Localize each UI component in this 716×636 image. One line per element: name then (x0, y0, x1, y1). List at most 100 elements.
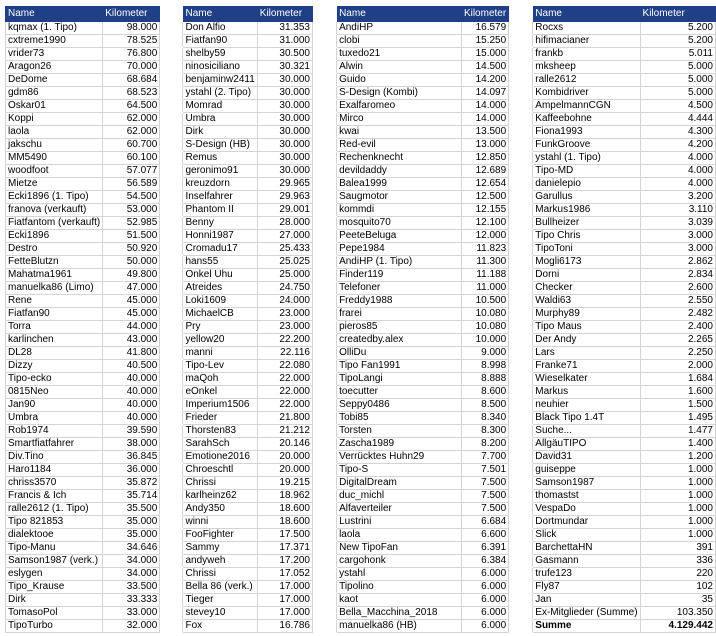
name-cell: Torsten (336, 424, 462, 438)
name-cell: AllgäuTIPO (532, 437, 641, 451)
km-cell: 18.600 (256, 502, 313, 516)
km-cell: 6.000 (460, 606, 510, 620)
km-cell: 8.340 (460, 411, 510, 425)
name-cell: guiseppe (532, 463, 641, 477)
row: Fiatfan90 45.000 MichaelCB 23.000 frarei 10.0… (4, 307, 716, 321)
name-cell: clobi (336, 34, 462, 48)
name-cell: MichaelCB (182, 307, 258, 321)
name-cell: Pry (182, 320, 258, 334)
name-cell: vrider73 (4, 47, 104, 61)
row: ralle2612 (1. Tipo) 35.500 Andy350 18.600 Al… (4, 502, 716, 516)
name-cell: frankb (532, 47, 641, 61)
spacer (159, 580, 184, 594)
spacer (159, 606, 184, 620)
name-cell: Der Andy (532, 333, 641, 347)
km-cell: 78.525 (102, 34, 161, 48)
spacer (311, 164, 338, 178)
row: jakschu 60.700 S-Design (HB) 30.000 Red-evil… (4, 138, 716, 152)
name-cell: AndiHP (1. Tipo) (336, 255, 462, 269)
name-cell: Alwin (336, 60, 462, 74)
name-cell: Dirk (182, 125, 258, 139)
spacer (159, 60, 184, 74)
spacer (159, 372, 184, 386)
name-cell: MM5490 (4, 151, 104, 165)
name-cell: Slick (532, 528, 641, 542)
km-cell: 14.200 (460, 73, 510, 87)
spacer (311, 398, 338, 412)
spacer (508, 502, 534, 516)
km-cell: 23.000 (256, 307, 313, 321)
spacer (159, 476, 184, 490)
name-cell: Seppy0486 (336, 398, 462, 412)
km-cell: 4.000 (639, 151, 716, 165)
km-cell: 35 (639, 593, 716, 607)
name-cell: Inselfahrer (182, 190, 258, 204)
name-cell: maQoh (182, 372, 258, 386)
km-cell: 12.155 (460, 203, 510, 217)
spacer (159, 502, 184, 516)
name-cell: Pepe1984 (336, 242, 462, 256)
km-cell: 1.495 (639, 411, 716, 425)
km-cell: 30.000 (256, 138, 313, 152)
name-cell: gdm86 (4, 86, 104, 100)
km-cell: 3.039 (639, 216, 716, 230)
name-cell: ystahl (2. Tipo) (182, 86, 258, 100)
km-cell: 40.000 (102, 372, 161, 386)
header-name: Name (182, 6, 258, 22)
name-cell: Fiatfan90 (182, 34, 258, 48)
spacer (508, 528, 534, 542)
km-cell: 24.000 (256, 294, 313, 308)
spacer (508, 372, 534, 386)
km-cell: 49.800 (102, 268, 161, 282)
km-cell: 15.250 (460, 34, 510, 48)
spacer (508, 6, 534, 22)
km-cell: 2.265 (639, 333, 716, 347)
km-cell: 12.100 (460, 216, 510, 230)
km-cell: 17.000 (256, 606, 313, 620)
name-cell: Dizzy (4, 359, 104, 373)
km-cell: 30.000 (256, 125, 313, 139)
km-cell: 35.000 (102, 528, 161, 542)
name-cell: Koppi (4, 112, 104, 126)
km-cell: 12.500 (460, 190, 510, 204)
km-cell: 25.000 (256, 268, 313, 282)
row: Jan90 40.000 Imperium1506 22.000 Seppy0486 8.… (4, 398, 716, 412)
name-cell: Umbra (182, 112, 258, 126)
km-cell: 8.888 (460, 372, 510, 386)
spacer (311, 320, 338, 334)
name-cell: Guido (336, 73, 462, 87)
km-cell: 33.000 (102, 606, 161, 620)
row: chriss3570 35.872 Chrissi 19.215 DigitalDrea… (4, 476, 716, 490)
spacer (311, 307, 338, 321)
spacer (159, 47, 184, 61)
spacer (508, 619, 534, 633)
spacer (311, 463, 338, 477)
spacer (508, 346, 534, 360)
name-cell: Bella 86 (verk.) (182, 580, 258, 594)
spacer (159, 554, 184, 568)
name-cell: Waldi63 (532, 294, 641, 308)
header-km: Kilometer (460, 6, 510, 22)
km-cell: 30.321 (256, 60, 313, 74)
name-cell: Dortmundar (532, 515, 641, 529)
spacer (159, 619, 184, 633)
spacer (311, 21, 338, 35)
km-cell: 36.845 (102, 450, 161, 464)
km-cell: 4.200 (639, 138, 716, 152)
name-cell: duc_michl (336, 489, 462, 503)
name-cell: Tipo 821853 (4, 515, 104, 529)
km-cell: 53.000 (102, 203, 161, 217)
km-cell: 5.000 (639, 60, 716, 74)
km-cell: 51.500 (102, 229, 161, 243)
km-cell: 1.684 (639, 372, 716, 386)
name-cell: New TipoFan (336, 541, 462, 555)
km-cell: 8.600 (460, 385, 510, 399)
km-cell: 6.000 (460, 580, 510, 594)
name-cell: toecutter (336, 385, 462, 399)
row: FetteBlutzn 50.000 hans55 25.025 AndiHP (1. … (4, 255, 716, 269)
name-cell: cxtreme1990 (4, 34, 104, 48)
name-cell: shelby59 (182, 47, 258, 61)
name-cell: mosquito70 (336, 216, 462, 230)
spacer (508, 242, 534, 256)
spacer (159, 99, 184, 113)
